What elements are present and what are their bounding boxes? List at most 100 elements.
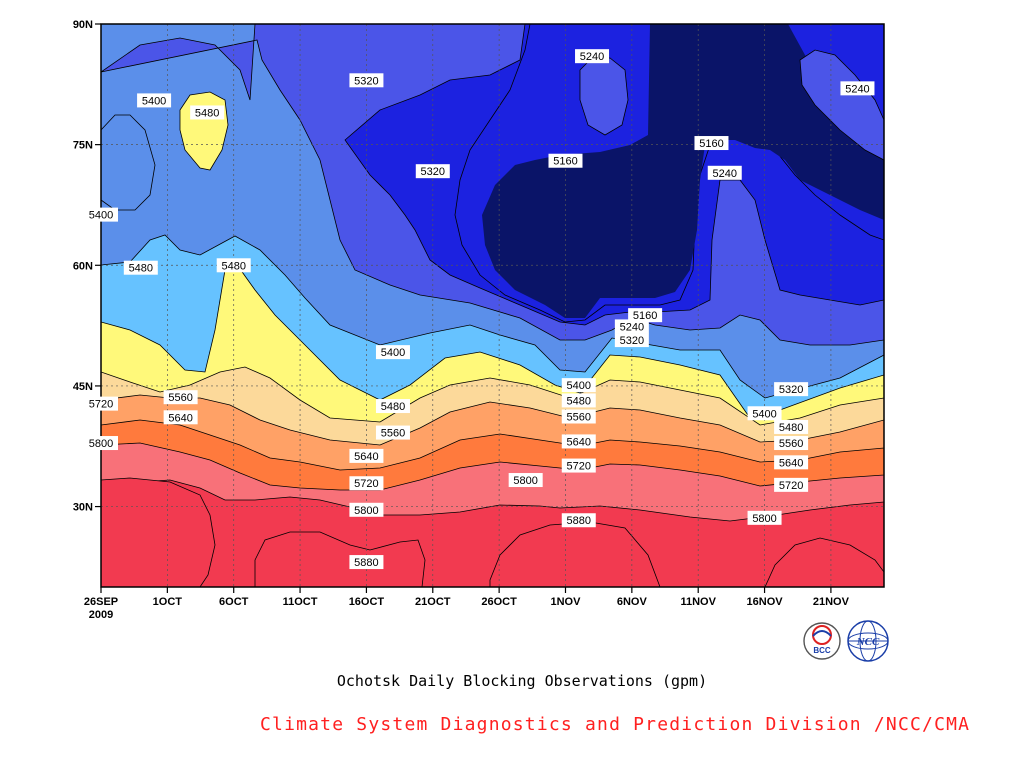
contour-label-box (561, 409, 596, 424)
x-tick-label: 6OCT (219, 596, 249, 608)
x-year-label: 2009 (89, 609, 113, 621)
contour-label: 5240 (575, 49, 610, 64)
contour-label-box (123, 260, 158, 275)
x-tick-label: 1OCT (153, 596, 183, 608)
contour-label: 5400 (84, 207, 118, 222)
high-region-5880-a (101, 477, 216, 587)
contour-label-box (575, 49, 610, 64)
contour-label-box (548, 153, 583, 168)
ncc-logo-text: NCC (856, 636, 880, 648)
contour-label-box (561, 513, 596, 528)
contour-fills (101, 24, 884, 587)
contour-label: 5640 (774, 455, 809, 470)
contour-label-text: 5240 (845, 83, 869, 95)
y-tick-label: 45N (73, 381, 93, 393)
contour-label: 5800 (349, 502, 384, 517)
contour-label-box (375, 399, 410, 414)
contour-label-text: 5320 (779, 384, 803, 396)
contour-label: 5240 (614, 319, 649, 334)
contour-label-text: 5800 (89, 438, 113, 450)
contour-label-box (614, 333, 649, 348)
y-tick-label: 90N (73, 19, 93, 31)
contour-label: 5480 (561, 393, 596, 408)
high-region-5880-d (764, 537, 884, 587)
contour-label: 5320 (415, 164, 450, 179)
contour-label-box (614, 319, 649, 334)
contour-label-text: 5720 (89, 399, 113, 411)
contour-label-text: 5880 (567, 515, 591, 527)
contour-label-box (628, 308, 663, 323)
contour-label-text: 5480 (567, 395, 591, 407)
y-tick-label: 75N (73, 140, 93, 152)
contour-label-box (774, 382, 809, 397)
contour-label: 5320 (774, 382, 809, 397)
contour-label-text: 5560 (779, 438, 803, 450)
contour-label-text: 5720 (779, 480, 803, 492)
contour-label-box (216, 258, 251, 273)
contour-label-text: 5800 (752, 513, 776, 525)
contour-label-text: 5640 (779, 457, 803, 469)
contour-label-text: 5320 (421, 166, 445, 178)
contour-label: 5640 (349, 448, 384, 463)
contour-label-text: 5240 (620, 321, 644, 333)
contour-label-text: 5640 (354, 451, 378, 463)
x-tick-label: 16OCT (349, 596, 385, 608)
contour-label-box (84, 396, 118, 411)
contour-label-box (163, 410, 198, 425)
contour-label-text: 5720 (567, 461, 591, 473)
ridge-region-5240-north (579, 57, 629, 136)
contour-label-text: 5400 (142, 95, 166, 107)
contour-label-box (349, 448, 384, 463)
contour-label: 5560 (774, 436, 809, 451)
x-tick-label: 6NOV (617, 596, 648, 608)
x-tick-label: 11OCT (283, 596, 318, 608)
contour-label: 5400 (561, 378, 596, 393)
x-tick-label: 1NOV (551, 596, 582, 608)
fill-region-5080 (482, 24, 884, 318)
contour-label-box (84, 436, 118, 451)
contour-label: 5160 (628, 308, 663, 323)
contour-label-text: 5400 (567, 380, 591, 392)
contour-label-box (561, 393, 596, 408)
contour-label-text: 5240 (713, 168, 737, 180)
contour-label-text: 5800 (513, 475, 537, 487)
contour-label: 5720 (561, 458, 596, 473)
plot-frame (100, 23, 885, 588)
contour-label: 5560 (163, 390, 198, 405)
contour-label-text: 5240 (580, 51, 604, 63)
contour-label: 5480 (190, 105, 225, 120)
contour-label-text: 5880 (354, 557, 378, 569)
contour-label-box (375, 345, 410, 360)
contour-label: 5560 (375, 425, 410, 440)
chart-axes: 30N 45N 60N 75N 90N 26SEP 1OCT 6OCT 11OCT 16OCT 21… (73, 19, 850, 621)
x-tick-label: 21NOV (813, 596, 850, 608)
contour-label-box (774, 455, 809, 470)
contour-label-box (84, 207, 118, 222)
x-tick-label: 21OCT (415, 596, 451, 608)
contour-label-box (747, 406, 782, 421)
contour-label-text: 5560 (168, 392, 192, 404)
contour-label: 5320 (349, 73, 384, 88)
contour-label-box (415, 164, 450, 179)
contour-label-box (349, 555, 384, 570)
ridge-region-5240-northeast (799, 49, 884, 161)
contour-label: 5320 (614, 333, 649, 348)
chart-title: Ochotsk Daily Blocking Observations (gpm… (336, 672, 708, 690)
contour-label-box (747, 510, 782, 525)
contour-label: 5400 (375, 345, 410, 360)
contour-label-text: 5160 (633, 310, 657, 322)
contour-label-box (840, 81, 875, 96)
ncc-logo: NCC (847, 620, 889, 662)
contour-label-text: 5400 (381, 347, 405, 359)
contour-label: 5400 (137, 93, 172, 108)
contour-label: 5720 (774, 477, 809, 492)
contour-label-box (375, 425, 410, 440)
contour-label: 5720 (84, 396, 118, 411)
contour-label-text: 5480 (129, 263, 153, 275)
contour-label-text: 5160 (699, 138, 723, 150)
contour-label-text: 5800 (354, 505, 378, 517)
high-region-5880-b (254, 531, 426, 587)
contour-label-text: 5320 (620, 335, 644, 347)
contour-label: 5240 (840, 81, 875, 96)
